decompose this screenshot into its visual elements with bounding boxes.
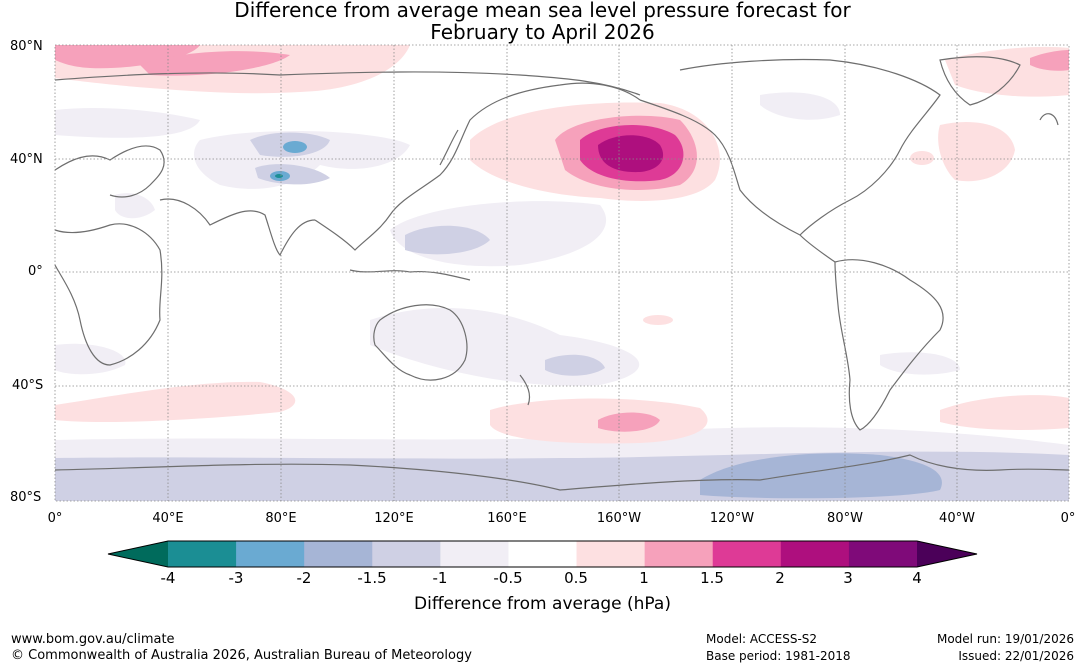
coast-australia — [373, 304, 468, 381]
lon-label-80W: 80°W — [827, 511, 863, 526]
positive-anomaly-regions — [55, 45, 1069, 444]
coast-europe — [54, 145, 165, 198]
lon-label-0-right: 0° — [1060, 511, 1076, 526]
coastlines — [54, 56, 1070, 491]
coast-north-america — [639, 58, 941, 236]
colorbar-bin — [780, 541, 850, 567]
colorbar-above-max-arrow — [917, 541, 977, 567]
colorbar-tick: -1.5 — [357, 569, 387, 587]
south-pacific-high-core — [598, 412, 660, 432]
lat-label-80N: 80°N — [10, 39, 43, 54]
lat-label-80S: 80°S — [10, 490, 42, 505]
colorbar-label: Difference from average (hPa) — [414, 594, 671, 614]
greenland-high-core — [1030, 50, 1069, 71]
coast-arabia-india — [159, 198, 316, 257]
coast-europe-africa — [54, 223, 163, 366]
lon-label-40W: 40°W — [939, 511, 975, 526]
graticule — [55, 45, 1069, 501]
base-period: Base period: 1981-2018 — [706, 649, 851, 663]
south-atlantic-high — [940, 395, 1069, 430]
colorbar-bin — [372, 541, 441, 567]
coast-greenland — [939, 56, 1021, 106]
colorbar-tick: -1 — [432, 569, 448, 587]
south-pacific-low — [545, 354, 605, 376]
south-pacific-small-high — [643, 315, 673, 325]
arctic-high-mid-2 — [140, 51, 290, 76]
lat-label-40S: 40°S — [12, 378, 44, 393]
lon-label-80E: 80°E — [265, 511, 297, 526]
lon-label-160E: 160°E — [487, 511, 527, 526]
coast-south-america — [834, 259, 944, 431]
chart-title-line-1: Difference from average mean sea level p… — [234, 0, 851, 22]
tibet-core-low-1 — [283, 141, 307, 153]
colorbar-outline — [107, 540, 978, 568]
colorbar-bin — [236, 541, 305, 567]
coast-new-zealand — [519, 374, 531, 406]
colorbar-bin — [508, 541, 578, 567]
colorbar-tick: -0.5 — [493, 569, 523, 587]
lon-label-0-left: 0° — [47, 511, 63, 526]
lon-label-160W: 160°W — [596, 511, 642, 526]
lon-label-120W: 120°W — [709, 511, 755, 526]
lat-label-equator: 0° — [28, 264, 43, 279]
website-link[interactable]: www.bom.gov.au/climate — [11, 632, 175, 647]
colorbar-bin — [440, 541, 509, 567]
model-run-date: Model run: 19/01/2026 — [936, 632, 1074, 646]
issued-date: Issued: 22/01/2026 — [958, 649, 1074, 663]
colorbar-bin — [168, 541, 237, 567]
chart-title-line-2: February to April 2026 — [430, 20, 655, 44]
coast-uk — [1039, 113, 1059, 126]
west-pacific-low — [405, 225, 490, 255]
asia-pale-low — [194, 130, 410, 189]
southern-ocean-pale-band — [55, 427, 1069, 459]
west-africa-pale-low — [115, 193, 155, 219]
southern-indian-high — [55, 381, 296, 423]
colorbar-bin — [576, 541, 646, 567]
colorbar-tick: -3 — [228, 569, 244, 587]
colorbar-bin — [304, 541, 373, 567]
coast-asia-north — [54, 71, 641, 96]
antarctic-peninsula-low — [700, 453, 942, 499]
north-america-pale-low — [760, 92, 840, 120]
lon-label-120E: 120°E — [374, 511, 414, 526]
colorbar-tick: 4 — [912, 569, 922, 587]
arctic-high-mid — [55, 45, 200, 69]
negative-anomaly-regions — [55, 92, 1069, 501]
model-name: Model: ACCESS-S2 — [706, 632, 818, 646]
colorbar-tick: 1 — [639, 569, 649, 587]
south-atlantic-pale-low — [880, 352, 960, 375]
coast-central-america — [799, 234, 836, 263]
colorbar-bin — [712, 541, 782, 567]
colorbar-bin — [644, 541, 714, 567]
north-pacific-high-4 — [598, 135, 664, 173]
copyright-text: © Commonwealth of Australia 2026, Austra… — [11, 648, 472, 663]
colorbar-tick: 0.5 — [564, 569, 588, 587]
coast-japan — [439, 129, 459, 166]
siberia-pale-low — [55, 108, 200, 138]
colorbar-bin — [848, 541, 918, 567]
colorbar-below-min-arrow — [108, 541, 168, 567]
colorbar-bins — [168, 541, 918, 567]
lat-label-40N: 40°N — [10, 152, 43, 167]
colorbar-tick: 2 — [775, 569, 785, 587]
south-indian-pale-low — [55, 343, 126, 375]
colorbar-tick: 1.5 — [700, 569, 724, 587]
colorbar-tick: -2 — [296, 569, 312, 587]
lon-label-40E: 40°E — [152, 511, 184, 526]
colorbar-tick: 3 — [843, 569, 853, 587]
coast-asia-east — [314, 82, 641, 251]
coast-antarctica — [54, 454, 1070, 491]
atlantic-small-high — [910, 151, 934, 165]
colorbar-tick: -4 — [160, 569, 176, 587]
